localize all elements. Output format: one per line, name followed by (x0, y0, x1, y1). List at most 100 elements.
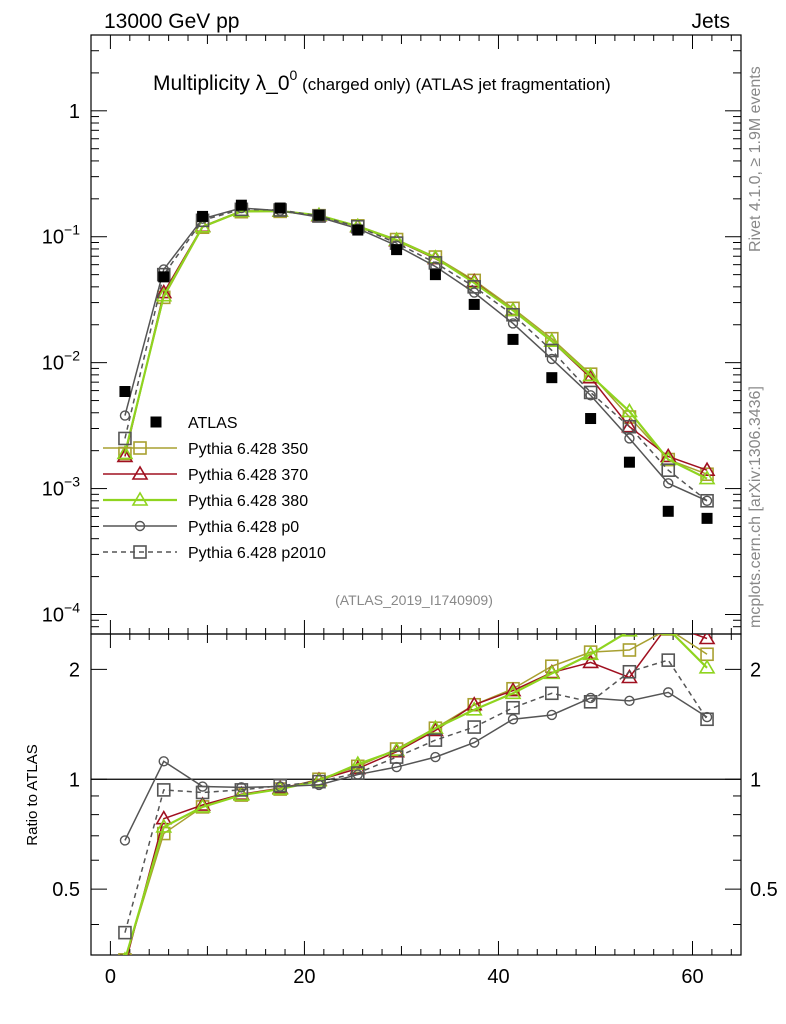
data-point (352, 224, 364, 236)
legend: ATLAS Pythia 6.428 350 Pythia 6.428 370 Pyt… (103, 415, 326, 562)
ratio-point-0 (661, 634, 676, 636)
legend-label-3: Pythia 6.428 p0 (188, 519, 299, 536)
mcplots-label: mcplots.cern.ch [arXiv:1306.3436] (747, 386, 764, 628)
ratio-frame (90, 633, 742, 956)
ratio-point-3 (119, 835, 131, 846)
ratio-point-2 (427, 719, 444, 734)
title-sup: 0 (290, 67, 298, 83)
ratio-panel: 0 20 40 60 0.5 0.5 1 1 2 2 (52, 633, 778, 988)
header-right: Jets (691, 10, 730, 33)
data-point (468, 298, 480, 310)
series-point-4 (622, 419, 637, 434)
series-point-2 (621, 402, 638, 418)
ratio-point-2 (194, 798, 211, 813)
ratio-point-4 (583, 695, 598, 709)
ratio-line-3 (124, 691, 708, 841)
data-point (197, 210, 209, 222)
ratio-point-0 (622, 643, 637, 657)
y-tick-label: 10−1 (42, 222, 80, 249)
ratio-point-4 (195, 785, 210, 800)
ratio-point-2 (543, 664, 561, 680)
y-tick-exp: −3 (64, 474, 80, 490)
legend-label-0: Pythia 6.428 350 (188, 441, 308, 458)
series-point-2 (582, 366, 600, 382)
data-point (429, 269, 441, 281)
main-panel: 110−110−210−310−4 (42, 34, 742, 635)
ratio-point-4 (273, 778, 287, 793)
ratio-line-4 (124, 659, 708, 933)
ratio-point-1 (504, 681, 522, 697)
series-line-0 (124, 210, 708, 475)
series-point-2 (155, 287, 173, 302)
ratio-point-3 (236, 782, 247, 793)
ratio-point-4 (700, 712, 714, 727)
series-point-3 (119, 410, 131, 421)
ratio-point-3 (546, 709, 558, 721)
series-point-4 (700, 493, 714, 508)
ratio-point-1 (582, 653, 600, 669)
legend-marker-1 (131, 465, 149, 480)
legend-label-data: ATLAS (188, 415, 238, 432)
ratio-point-4 (545, 686, 559, 701)
ratio-point-4 (467, 720, 482, 734)
ratio-point-1 (155, 810, 173, 825)
y-tick-label: 10−3 (42, 474, 80, 501)
series-point-4 (467, 280, 482, 294)
series-point-4 (428, 256, 443, 270)
ratio-point-2 (504, 684, 522, 700)
ratio-point-1 (118, 958, 132, 970)
ratio-line-1 (126, 634, 708, 955)
ratio-point-2 (659, 634, 677, 635)
ratio-point-2 (310, 772, 328, 787)
ratio-line-2 (125, 634, 708, 955)
ratio-point-2 (349, 755, 367, 770)
series-point-4 (506, 307, 520, 322)
y-tick-exp: −4 (64, 599, 80, 615)
data-point (546, 372, 558, 384)
x-tick-label: 60 (681, 966, 703, 988)
x-tick-label: 20 (293, 966, 315, 988)
ratio-point-3 (469, 737, 480, 748)
ratio-point-2 (232, 786, 250, 801)
series-point-3 (585, 390, 596, 401)
ratio-point-2 (155, 818, 173, 833)
ratio-point-4 (622, 664, 637, 679)
ratio-point-2 (271, 780, 289, 795)
series-line-2 (123, 209, 708, 480)
ratio-point-3 (507, 714, 519, 725)
x-tick-label: 0 (105, 966, 116, 988)
ratio-point-2 (621, 634, 638, 637)
ratio-point-2 (582, 645, 600, 661)
rivet-label: Rivet 4.1.0, ≥ 1.9M events (747, 66, 764, 252)
series-point-3 (624, 433, 635, 444)
series-point-3 (701, 495, 713, 506)
ratio-point-3 (430, 751, 441, 763)
series-point-1 (698, 461, 716, 476)
legend-marker-data (150, 416, 162, 428)
series-point-1 (621, 418, 638, 433)
y-tick-label: 10−4 (42, 599, 80, 626)
ratio-tick-label: 1 (69, 769, 80, 791)
ratio-point-3 (663, 687, 674, 698)
ratio-tick-label: 0.5 (52, 879, 80, 901)
legend-marker-2 (131, 491, 149, 506)
series-point-4 (661, 463, 676, 477)
data-point (158, 271, 170, 283)
series-point-3 (507, 318, 519, 329)
ratio-point-4 (389, 750, 404, 764)
y-tick-base: 10 (42, 604, 64, 626)
y-tick-base: 10 (42, 227, 64, 249)
y-tick-exp: −1 (64, 222, 80, 238)
header-left: 13000 GeV pp (104, 10, 239, 33)
ratio-tick-label-right: 2 (750, 659, 761, 681)
legend-label-2: Pythia 6.428 380 (188, 493, 308, 510)
series-point-4 (118, 431, 132, 446)
data-point (235, 199, 247, 211)
title-main: Multiplicity λ_0 (153, 72, 290, 95)
legend-label-4: Pythia 6.428 p2010 (188, 545, 326, 562)
series-line-3 (124, 207, 708, 502)
ratio-point-3 (585, 692, 596, 704)
ratio-point-2 (388, 741, 405, 757)
series-point-2 (698, 470, 716, 485)
data-point (119, 386, 131, 398)
